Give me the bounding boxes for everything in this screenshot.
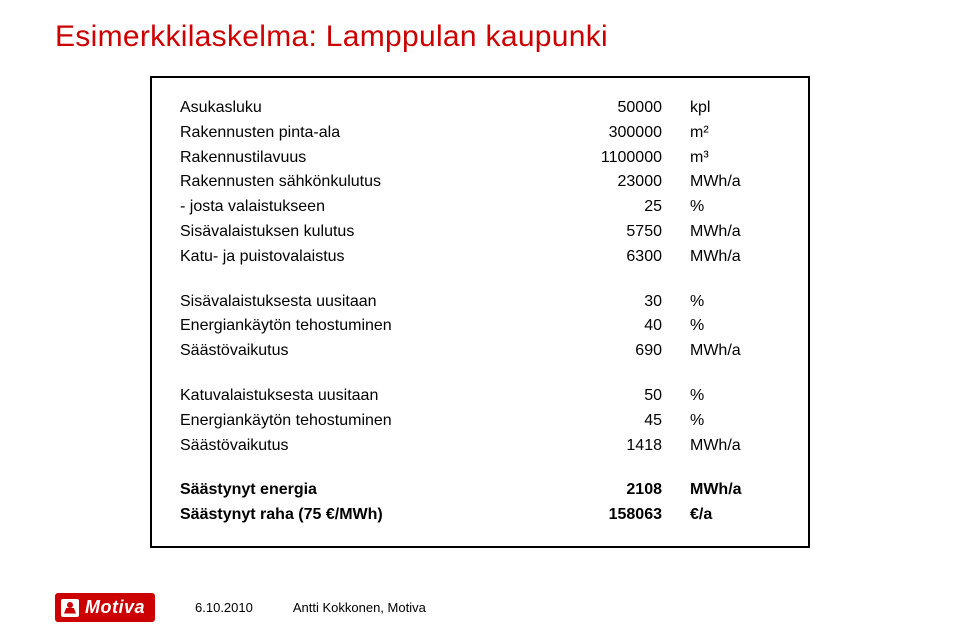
slide-footer: Motiva 6.10.2010 Antti Kokkonen, Motiva <box>55 593 426 622</box>
row-unit: % <box>690 314 770 339</box>
row-unit: m² <box>690 121 770 146</box>
table-row: Katuvalaistuksesta uusitaan50% <box>180 384 780 409</box>
table-row: Säästynyt energia2108MWh/a <box>180 478 780 503</box>
row-unit: MWh/a <box>690 434 770 459</box>
row-value: 5750 <box>540 220 690 245</box>
row-label: Rakennustilavuus <box>180 146 540 171</box>
logo-mark-icon <box>61 599 79 617</box>
row-unit: % <box>690 409 770 434</box>
slide: Esimerkkilaskelma: Lamppulan kaupunki As… <box>0 0 960 640</box>
logo-text: Motiva <box>85 597 145 618</box>
motiva-logo: Motiva <box>55 593 155 622</box>
table-row: Energiankäytön tehostuminen45% <box>180 409 780 434</box>
table-row: Rakennusten pinta-ala300000m² <box>180 121 780 146</box>
row-value: 50000 <box>540 96 690 121</box>
row-label: Sisävalaistuksesta uusitaan <box>180 290 540 315</box>
row-value: 25 <box>540 195 690 220</box>
row-value: 40 <box>540 314 690 339</box>
row-unit: €/a <box>690 503 770 528</box>
row-unit: MWh/a <box>690 339 770 364</box>
table-row: Sisävalaistuksesta uusitaan30% <box>180 290 780 315</box>
row-label: Rakennusten pinta-ala <box>180 121 540 146</box>
row-value: 300000 <box>540 121 690 146</box>
table-row: Sisävalaistuksen kulutus5750MWh/a <box>180 220 780 245</box>
row-value: 23000 <box>540 170 690 195</box>
row-label: Säästövaikutus <box>180 339 540 364</box>
section-gap <box>180 458 780 478</box>
footer-date: 6.10.2010 <box>195 600 253 615</box>
row-unit: kpl <box>690 96 770 121</box>
row-value: 2108 <box>540 478 690 503</box>
row-label: Energiankäytön tehostuminen <box>180 314 540 339</box>
table-row: Katu- ja puistovalaistus6300MWh/a <box>180 245 780 270</box>
row-value: 6300 <box>540 245 690 270</box>
calculation-table: Asukasluku50000kplRakennusten pinta-ala3… <box>150 76 810 548</box>
table-row: Säästövaikutus1418MWh/a <box>180 434 780 459</box>
row-value: 30 <box>540 290 690 315</box>
row-unit: m³ <box>690 146 770 171</box>
row-label: Rakennusten sähkönkulutus <box>180 170 540 195</box>
row-label: Energiankäytön tehostuminen <box>180 409 540 434</box>
table-row: Rakennusten sähkönkulutus23000MWh/a <box>180 170 780 195</box>
table-row: - josta valaistukseen25% <box>180 195 780 220</box>
footer-author: Antti Kokkonen, Motiva <box>293 600 426 615</box>
row-value: 690 <box>540 339 690 364</box>
row-value: 45 <box>540 409 690 434</box>
row-value: 1100000 <box>540 146 690 171</box>
row-label: Sisävalaistuksen kulutus <box>180 220 540 245</box>
row-value: 158063 <box>540 503 690 528</box>
row-unit: MWh/a <box>690 245 770 270</box>
row-unit: MWh/a <box>690 220 770 245</box>
table-row: Säästövaikutus690MWh/a <box>180 339 780 364</box>
section-gap <box>180 270 780 290</box>
row-unit: % <box>690 195 770 220</box>
row-unit: % <box>690 384 770 409</box>
row-label: Katu- ja puistovalaistus <box>180 245 540 270</box>
row-value: 1418 <box>540 434 690 459</box>
row-unit: MWh/a <box>690 170 770 195</box>
row-label: Säästynyt energia <box>180 478 540 503</box>
table-row: Säästynyt raha (75 €/MWh)158063€/a <box>180 503 780 528</box>
row-unit: % <box>690 290 770 315</box>
table-row: Rakennustilavuus1100000m³ <box>180 146 780 171</box>
row-label: Säästövaikutus <box>180 434 540 459</box>
row-unit: MWh/a <box>690 478 770 503</box>
row-label: - josta valaistukseen <box>180 195 540 220</box>
page-title: Esimerkkilaskelma: Lamppulan kaupunki <box>55 20 905 54</box>
row-label: Asukasluku <box>180 96 540 121</box>
row-value: 50 <box>540 384 690 409</box>
table-row: Asukasluku50000kpl <box>180 96 780 121</box>
section-gap <box>180 364 780 384</box>
row-label: Katuvalaistuksesta uusitaan <box>180 384 540 409</box>
row-label: Säästynyt raha (75 €/MWh) <box>180 503 540 528</box>
table-row: Energiankäytön tehostuminen40% <box>180 314 780 339</box>
